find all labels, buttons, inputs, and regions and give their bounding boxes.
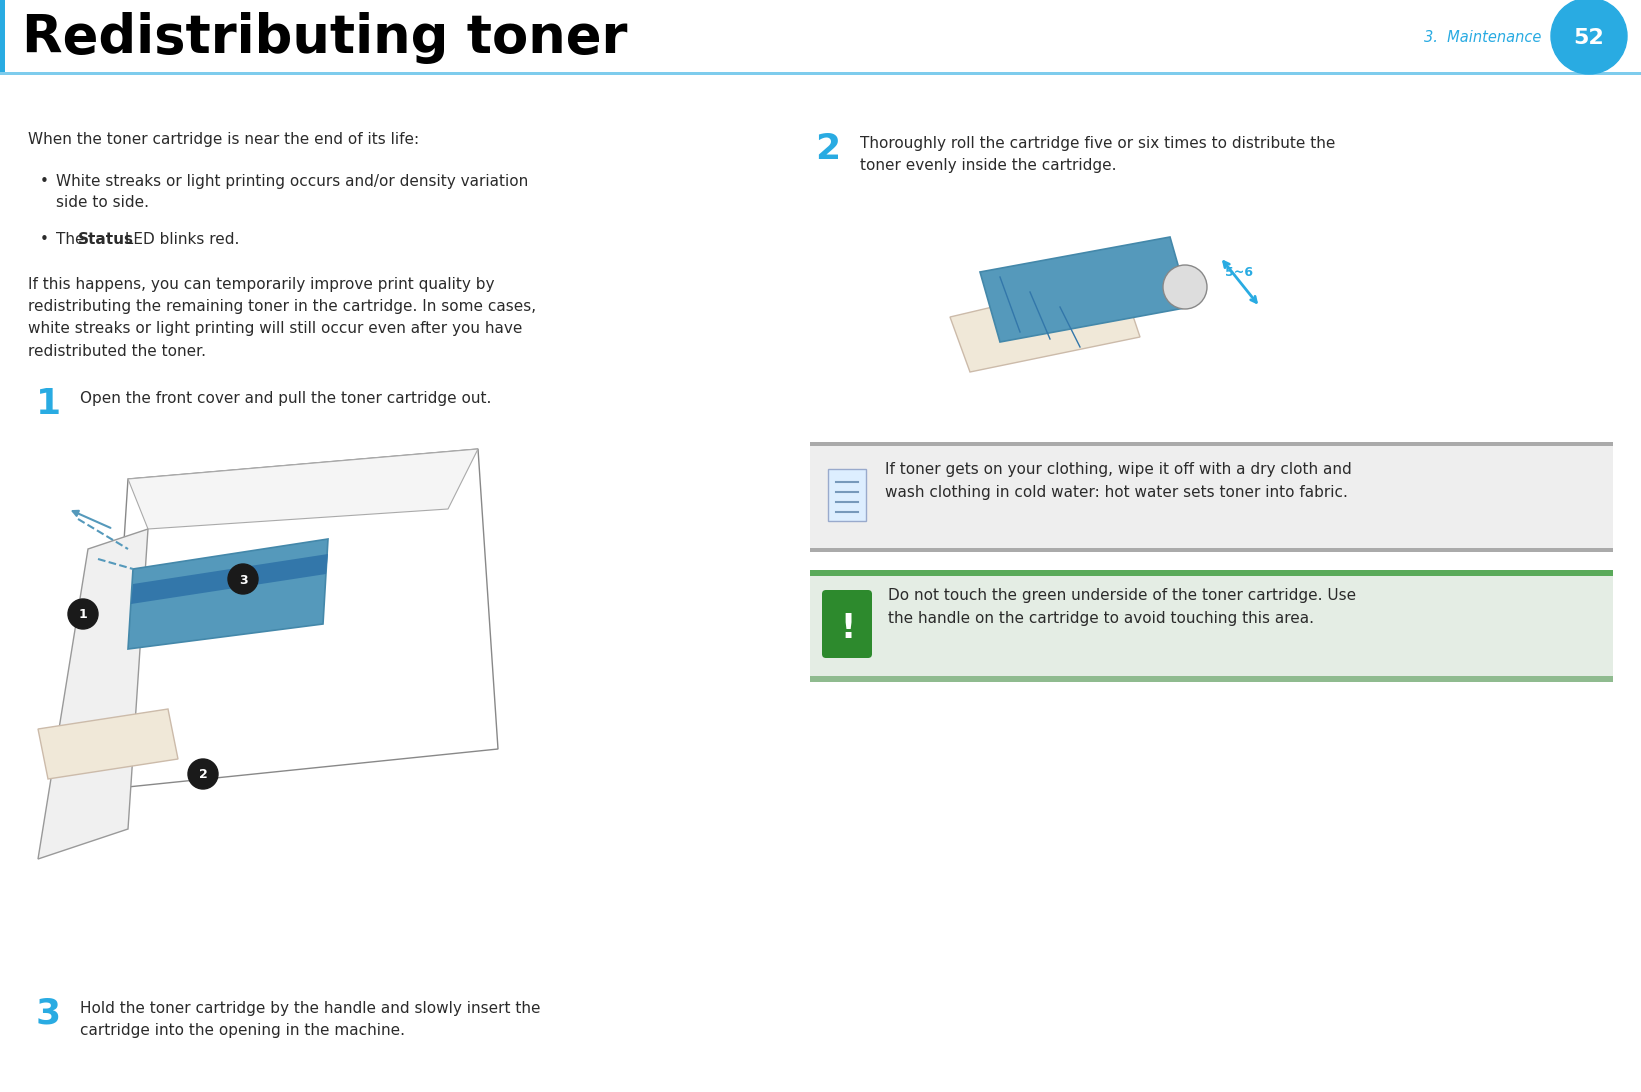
Text: Redistributing toner: Redistributing toner xyxy=(21,12,627,64)
Text: 1: 1 xyxy=(36,387,61,422)
Text: If this happens, you can temporarily improve print quality by
redistributing the: If this happens, you can temporarily imp… xyxy=(28,277,537,358)
Text: •: • xyxy=(39,174,49,189)
Bar xyxy=(811,676,1613,682)
Bar xyxy=(811,548,1613,551)
Text: 52: 52 xyxy=(1574,28,1605,48)
Bar xyxy=(0,0,5,72)
Text: 3.  Maintenance: 3. Maintenance xyxy=(1424,31,1541,46)
Text: 3: 3 xyxy=(238,573,248,586)
Text: 3: 3 xyxy=(36,997,61,1031)
Text: LED blinks red.: LED blinks red. xyxy=(120,232,240,247)
Bar xyxy=(811,575,1613,676)
Text: Do not touch the green underside of the toner cartridge. Use
the handle on the c: Do not touch the green underside of the … xyxy=(888,587,1355,627)
Text: Hold the toner cartridge by the handle and slowly insert the
cartridge into the : Hold the toner cartridge by the handle a… xyxy=(80,1001,540,1038)
Circle shape xyxy=(67,600,98,629)
Text: Thoroughly roll the cartridge five or six times to distribute the
toner evenly i: Thoroughly roll the cartridge five or si… xyxy=(860,136,1336,174)
Polygon shape xyxy=(38,709,177,779)
Bar xyxy=(829,468,866,521)
Bar xyxy=(811,446,1613,548)
Bar xyxy=(0,72,1641,75)
Polygon shape xyxy=(980,237,1190,342)
Circle shape xyxy=(189,759,218,790)
Polygon shape xyxy=(131,554,328,604)
Text: Open the front cover and pull the toner cartridge out.: Open the front cover and pull the toner … xyxy=(80,391,491,406)
Text: If toner gets on your clothing, wipe it off with a dry cloth and
wash clothing i: If toner gets on your clothing, wipe it … xyxy=(884,462,1352,500)
Circle shape xyxy=(1163,265,1208,309)
Text: Status: Status xyxy=(79,232,135,247)
Text: 2: 2 xyxy=(816,132,840,166)
Bar xyxy=(811,442,1613,446)
Circle shape xyxy=(228,563,258,594)
Text: !: ! xyxy=(840,612,855,644)
Text: 1: 1 xyxy=(79,608,87,621)
Text: 5~6: 5~6 xyxy=(1224,265,1254,278)
Bar xyxy=(5,0,1641,72)
Bar xyxy=(811,570,1613,575)
Polygon shape xyxy=(38,529,148,859)
Polygon shape xyxy=(128,539,328,649)
Polygon shape xyxy=(950,277,1140,372)
Text: White streaks or light printing occurs and/or density variation
side to side.: White streaks or light printing occurs a… xyxy=(56,174,528,210)
Text: •: • xyxy=(39,232,49,247)
Text: When the toner cartridge is near the end of its life:: When the toner cartridge is near the end… xyxy=(28,132,418,147)
Polygon shape xyxy=(108,449,497,790)
FancyBboxPatch shape xyxy=(822,590,871,658)
Polygon shape xyxy=(128,449,478,529)
Circle shape xyxy=(1551,0,1626,74)
Text: The: The xyxy=(56,232,89,247)
Text: 2: 2 xyxy=(199,769,207,782)
